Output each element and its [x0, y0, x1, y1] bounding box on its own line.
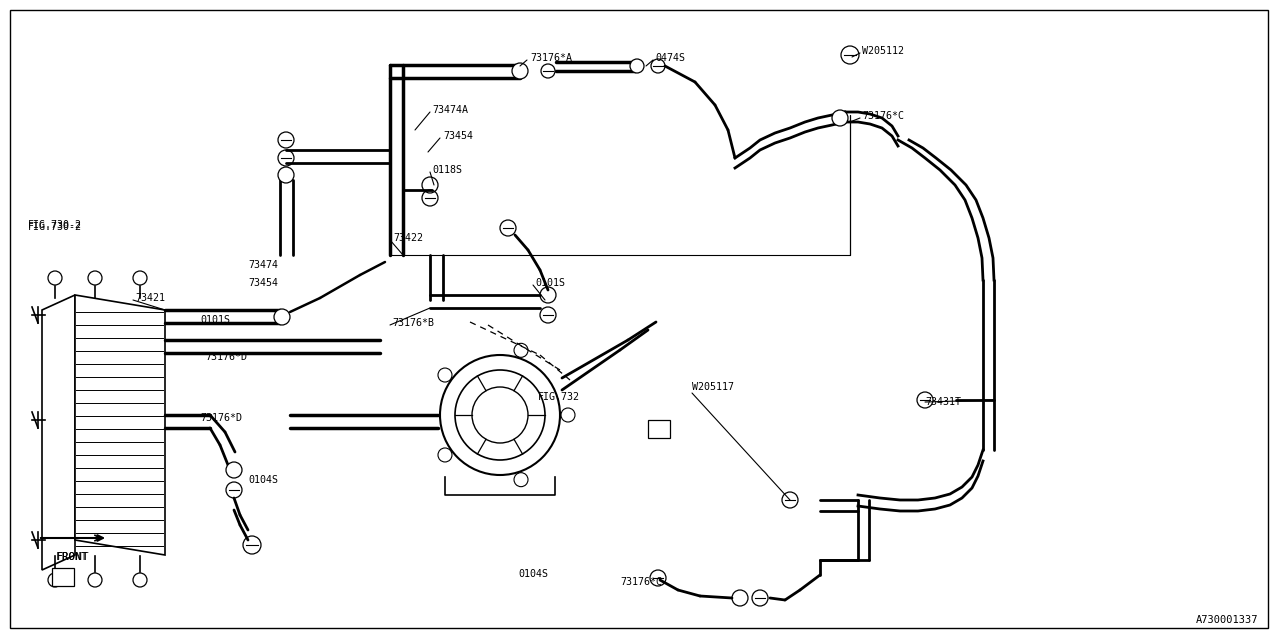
Circle shape: [630, 59, 644, 73]
Text: A: A: [60, 572, 67, 582]
Text: FIG.730-2: FIG.730-2: [28, 222, 82, 232]
Text: 73421: 73421: [134, 293, 165, 303]
Text: 73454: 73454: [443, 131, 474, 141]
Text: FIG.730-2: FIG.730-2: [28, 220, 82, 230]
Polygon shape: [42, 295, 76, 570]
Text: A730001337: A730001337: [1196, 615, 1258, 625]
Circle shape: [832, 110, 849, 126]
Text: 0101S: 0101S: [535, 278, 564, 288]
Text: 73176*A: 73176*A: [530, 53, 572, 63]
Text: 0104S: 0104S: [248, 475, 278, 485]
Text: FRONT: FRONT: [56, 552, 90, 562]
Circle shape: [540, 287, 556, 303]
Polygon shape: [76, 295, 165, 555]
Circle shape: [278, 167, 294, 183]
Text: 0101S: 0101S: [200, 315, 230, 325]
Text: 73454: 73454: [248, 278, 278, 288]
Text: 73431T: 73431T: [925, 397, 961, 407]
Text: 0104S: 0104S: [518, 569, 548, 579]
Circle shape: [732, 590, 748, 606]
Circle shape: [422, 177, 438, 193]
Text: 73474A: 73474A: [433, 105, 468, 115]
Text: 0118S: 0118S: [433, 165, 462, 175]
Text: 0474S: 0474S: [655, 53, 685, 63]
Text: 73176*C: 73176*C: [861, 111, 904, 121]
Text: FRONT: FRONT: [56, 552, 87, 562]
Text: W205117: W205117: [692, 382, 733, 392]
Text: 73474: 73474: [248, 260, 278, 270]
Text: 73422: 73422: [393, 233, 422, 243]
Text: A: A: [655, 424, 662, 434]
Text: FIG.732: FIG.732: [538, 392, 580, 402]
Text: 73176*D: 73176*D: [205, 352, 247, 362]
Text: W205112: W205112: [861, 46, 904, 56]
Circle shape: [512, 63, 529, 79]
Text: 73176*C: 73176*C: [620, 577, 662, 587]
FancyBboxPatch shape: [648, 420, 669, 438]
Text: 73176*B: 73176*B: [392, 318, 434, 328]
Circle shape: [227, 462, 242, 478]
Text: 73176*D: 73176*D: [200, 413, 242, 423]
FancyBboxPatch shape: [52, 568, 74, 586]
Circle shape: [274, 309, 291, 325]
